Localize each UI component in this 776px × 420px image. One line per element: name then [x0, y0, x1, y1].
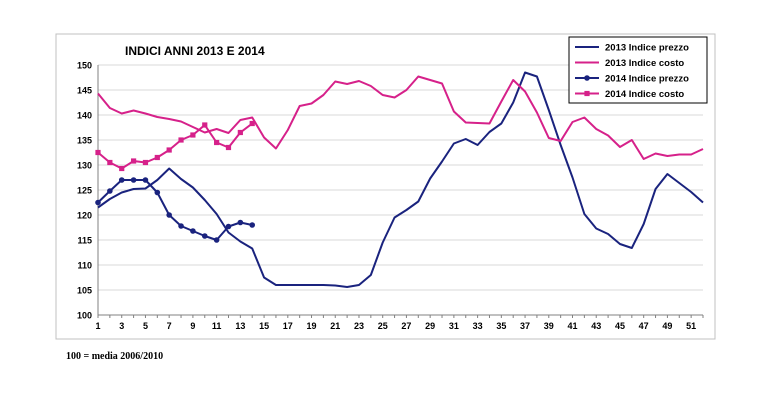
x-tick-label: 49 [662, 321, 672, 331]
legend-marker [584, 90, 590, 97]
data-point-marker [201, 233, 208, 239]
data-point-marker [190, 228, 196, 234]
data-point-marker [107, 188, 113, 194]
data-point-marker [225, 144, 232, 151]
y-tick-label: 110 [77, 261, 92, 271]
x-tick-label: 27 [401, 321, 411, 331]
y-tick-label: 125 [77, 186, 92, 196]
x-tick-label: 47 [639, 321, 649, 331]
x-tick-label: 25 [378, 321, 388, 331]
x-tick-label: 21 [330, 321, 340, 331]
data-point-marker [118, 177, 125, 183]
x-tick-label: 19 [307, 321, 317, 331]
x-tick-label: 35 [496, 321, 506, 331]
x-tick-label: 41 [568, 321, 578, 331]
x-tick-label: 45 [615, 321, 625, 331]
legend-label: 2014 Indice costo [605, 89, 684, 100]
y-tick-label: 130 [77, 161, 92, 171]
y-tick-label: 145 [77, 86, 92, 96]
x-tick-label: 29 [425, 321, 435, 331]
data-point-marker [119, 165, 125, 172]
legend-label: 2014 Indice prezzo [605, 74, 689, 85]
y-tick-label: 100 [77, 311, 92, 321]
plot-series [95, 71, 704, 288]
data-point-marker [142, 159, 149, 166]
legend-label: 2013 Indice prezzo [605, 43, 689, 54]
data-point-marker [142, 177, 149, 183]
data-point-marker [107, 159, 113, 166]
data-point-marker [166, 212, 172, 218]
x-tick-label: 7 [167, 321, 172, 331]
gridlines [98, 64, 703, 316]
x-tick-label: 1 [95, 321, 100, 331]
data-point-marker [237, 129, 243, 136]
data-point-marker [214, 139, 220, 146]
y-tick-label: 140 [77, 111, 92, 121]
chart-title: INDICI ANNI 2013 E 2014 [125, 44, 265, 58]
y-tick-label: 120 [77, 211, 92, 221]
legend: 2013 Indice prezzo 2013 Indice costo 2014 … [568, 36, 708, 104]
data-point-marker [166, 147, 172, 153]
x-tick-label: 31 [449, 321, 459, 331]
x-tick-label: 13 [235, 321, 245, 331]
series-line-1 [97, 71, 704, 288]
data-point-marker [190, 132, 196, 138]
data-point-marker [130, 158, 137, 164]
y-tick-label: 135 [77, 136, 92, 146]
x-tick-label: 33 [473, 321, 483, 331]
x-tick-label: 23 [354, 321, 364, 331]
data-point-marker [178, 223, 184, 229]
x-tick-label: 17 [283, 321, 293, 331]
data-point-marker [154, 189, 161, 196]
x-tick-label: 37 [520, 321, 530, 331]
data-point-marker [202, 122, 208, 128]
data-point-marker [95, 149, 101, 156]
y-tick-label: 105 [77, 286, 92, 296]
data-point-marker [249, 120, 255, 127]
data-point-marker [237, 219, 244, 226]
data-point-marker [249, 222, 256, 228]
data-point-marker [213, 237, 220, 243]
x-tick-label: 39 [544, 321, 554, 331]
x-tick-label: 43 [591, 321, 601, 331]
data-point-marker [130, 177, 137, 183]
x-tick-label: 51 [686, 321, 696, 331]
x-tick-label: 9 [190, 321, 195, 331]
legend-label: 2013 Indice costo [605, 58, 684, 69]
data-point-marker [225, 223, 232, 230]
data-point-marker [154, 154, 160, 161]
legend-marker [584, 75, 590, 81]
x-tick-label: 3 [119, 321, 124, 331]
x-tick-label: 11 [212, 321, 222, 331]
y-tick-label: 115 [77, 236, 92, 246]
x-tick-label: 5 [143, 321, 148, 331]
data-point-marker [95, 199, 101, 206]
x-tick-label: 15 [259, 321, 269, 331]
y-tick-label: 150 [77, 61, 92, 71]
footnote: 100 = media 2006/2010 [66, 351, 164, 362]
data-point-marker [178, 137, 184, 143]
